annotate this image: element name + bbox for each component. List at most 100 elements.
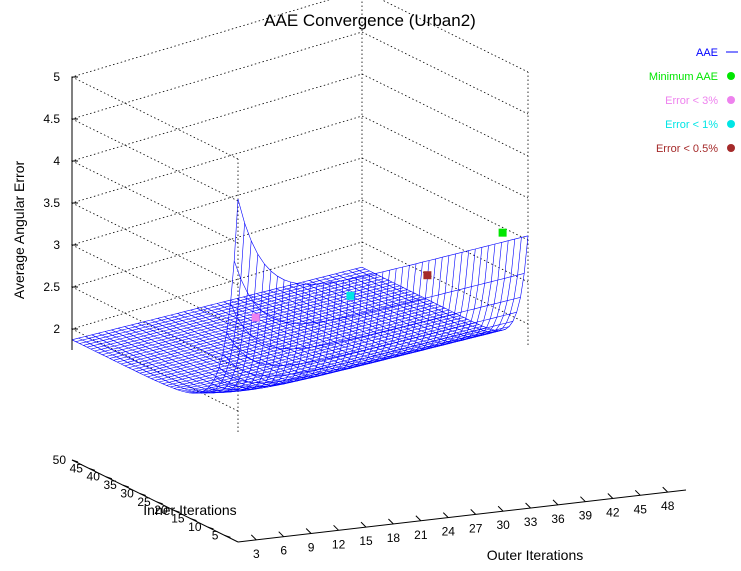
surface-line	[243, 265, 410, 361]
x-tick-mark	[442, 512, 449, 518]
x-tick-mark	[580, 496, 586, 503]
x-tick-label: 3	[253, 547, 260, 561]
surface-line	[117, 279, 285, 390]
legend-label: Error < 3%	[665, 95, 718, 107]
z-tick-label: 2.5	[43, 280, 60, 294]
legend-label: Error < 1%	[665, 119, 718, 131]
surface-line	[302, 250, 469, 346]
y-tick-mark	[71, 459, 79, 463]
legend-swatch	[727, 72, 735, 80]
x-tick-mark	[360, 521, 367, 528]
surface-line	[289, 253, 456, 350]
surface-line	[276, 257, 443, 353]
surface-line	[269, 258, 436, 355]
surface-line	[342, 240, 509, 336]
surface-line	[282, 255, 450, 351]
surface-line	[150, 284, 318, 384]
surface-line	[249, 263, 417, 359]
data-point	[251, 313, 260, 322]
y-tick-label: 5	[212, 528, 219, 542]
y-tick-label: 10	[188, 520, 202, 534]
surface-line	[237, 199, 529, 285]
z-tick-label: 4	[53, 154, 60, 168]
surface-line	[355, 237, 522, 333]
data-point	[423, 271, 432, 280]
surface-line	[137, 284, 305, 386]
x-tick-label: 18	[387, 531, 401, 545]
z-grid-line	[70, 157, 529, 328]
z-grid-line	[70, 115, 529, 286]
z-grid-line	[70, 241, 529, 412]
x-tick-label: 27	[469, 521, 483, 535]
x-tick-label: 48	[661, 499, 675, 513]
y-tick-label: 30	[120, 486, 134, 500]
y-tick-mark	[224, 534, 231, 538]
z-grid-line	[70, 73, 529, 244]
z-tick-label: 3	[53, 238, 60, 252]
y-tick-label: 25	[137, 495, 151, 509]
x-tick-mark	[415, 515, 422, 522]
y-axis-label: Inner Iterations	[143, 502, 236, 518]
surface-line	[85, 240, 252, 394]
legend-label: Error < 0.5%	[656, 143, 718, 155]
z-tick-label: 2	[53, 322, 60, 336]
x-tick-label: 30	[496, 518, 510, 532]
surface-line	[131, 283, 298, 388]
surface-line	[295, 252, 463, 348]
legend-swatch	[727, 96, 735, 104]
z-tick-label: 5	[53, 70, 60, 84]
y-tick-mark	[190, 518, 197, 522]
surface-line	[335, 242, 502, 338]
x-tick-label: 36	[551, 512, 565, 526]
data-point	[346, 291, 355, 300]
y-tick-label: 45	[70, 461, 84, 475]
y-tick-mark	[139, 492, 146, 496]
surface-line	[361, 235, 529, 331]
x-tick-mark	[607, 493, 614, 499]
x-tick-mark	[333, 524, 339, 531]
surface-line	[170, 281, 338, 379]
surface-line	[315, 247, 483, 343]
x-tick-label: 6	[280, 544, 287, 558]
surface-line	[164, 282, 331, 381]
surface-line	[71, 199, 239, 394]
data-point	[498, 228, 507, 237]
legend-swatch	[727, 144, 735, 152]
surface-line	[124, 282, 291, 389]
x-tick-mark	[278, 531, 285, 538]
z-tick-label: 3.5	[43, 196, 60, 210]
x-tick-mark	[662, 486, 669, 493]
surface-wireframe	[71, 199, 529, 394]
x-tick-mark	[470, 509, 477, 515]
surface-line	[144, 284, 311, 385]
x-tick-label: 45	[634, 502, 648, 516]
z-grid-line	[70, 199, 529, 370]
chart-title: AAE Convergence (Urban2)	[264, 11, 476, 30]
surface-line	[262, 260, 430, 356]
x-tick-mark	[552, 499, 559, 506]
x-tick-label: 39	[579, 509, 593, 523]
surface-line	[216, 271, 384, 368]
surface-line	[78, 222, 245, 394]
x-tick-label: 24	[442, 525, 456, 539]
y-tick-label: 50	[53, 453, 67, 467]
surface-line	[183, 279, 351, 376]
legend: AAE Minimum AAE Error < 3% Error < 1% Error …	[649, 47, 738, 155]
x-tick-mark	[497, 505, 504, 512]
z-axis-label: Average Angular Error	[11, 161, 27, 300]
surface-line	[157, 283, 324, 382]
back-grid-layer	[70, 0, 529, 432]
x-tick-mark	[388, 518, 394, 525]
z-tick-label: 4.5	[43, 112, 60, 126]
surface-line	[203, 274, 371, 371]
x-tick-mark	[305, 528, 312, 534]
x-tick-mark	[634, 489, 641, 496]
y-tick-mark	[156, 501, 163, 505]
x-tick-label: 21	[414, 528, 428, 542]
x-tick-label: 15	[359, 534, 373, 548]
legend-label: Minimum AAE	[649, 71, 718, 83]
surface-line	[256, 262, 423, 358]
